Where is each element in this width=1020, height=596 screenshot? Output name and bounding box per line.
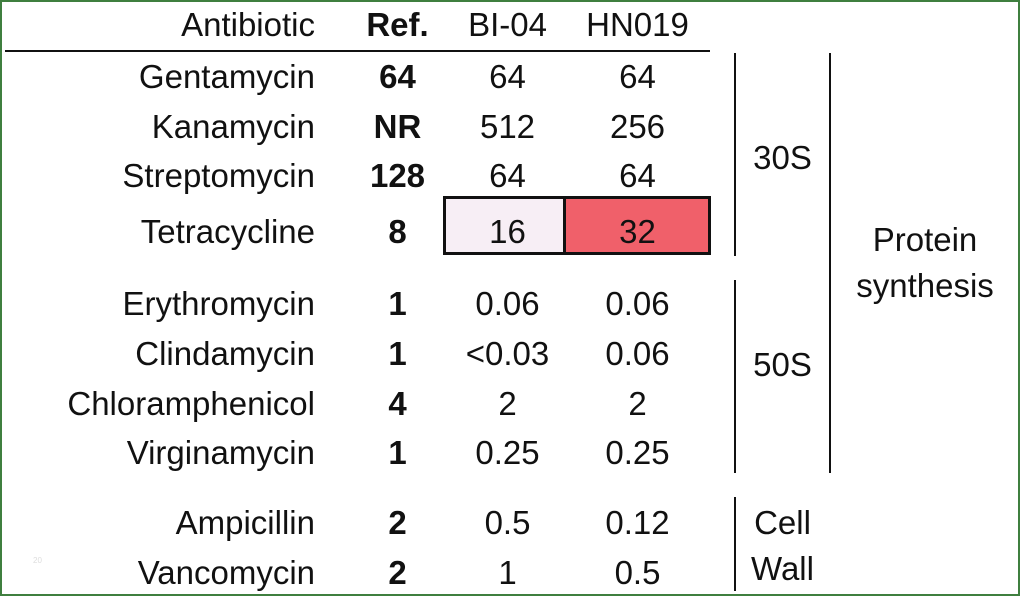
row-bi04-value: 64 (489, 157, 526, 194)
header-bi04: BI-04 (468, 6, 547, 43)
row-ref-value: 2 (388, 554, 407, 591)
group-label-protein: Protein (872, 221, 978, 258)
group-label-30s: 30S (753, 139, 812, 176)
row-ref-value: 2 (388, 504, 407, 541)
bracket-50s (734, 280, 736, 473)
row-antibiotic-name: Chloramphenicol (67, 385, 315, 422)
row-hn019-value: 0.5 (614, 554, 661, 591)
row-bi04-value: 2 (498, 385, 517, 422)
row-hn019-value: 256 (609, 108, 666, 145)
row-ref-value: 8 (388, 213, 407, 250)
row-ref-value: 64 (379, 58, 416, 95)
row-bi04-value: 16 (489, 213, 526, 250)
group-label-cell: Cell (754, 504, 811, 541)
row-antibiotic-name: Clindamycin (135, 335, 315, 372)
row-ref-value: 4 (388, 385, 407, 422)
header-divider (5, 50, 710, 52)
row-bi04-value: 512 (479, 108, 536, 145)
bracket-cell-wall (734, 497, 736, 591)
page-footmark: 20 (33, 556, 42, 565)
row-bi04-value: 0.06 (475, 285, 540, 322)
row-hn019-value: 0.12 (605, 504, 670, 541)
row-antibiotic-name: Virginamycin (126, 434, 315, 471)
row-ref-value: NR (373, 108, 422, 145)
group-label-50s: 50S (753, 346, 812, 383)
row-ref-value: 1 (388, 434, 407, 471)
row-antibiotic-name: Vancomycin (137, 554, 315, 591)
header-antibiotic: Antibiotic (181, 6, 315, 43)
row-antibiotic-name: Ampicillin (175, 504, 315, 541)
row-hn019-value: 0.06 (605, 335, 670, 372)
row-hn019-value: 0.06 (605, 285, 670, 322)
row-hn019-value: 2 (628, 385, 647, 422)
header-ref: Ref. (366, 6, 429, 43)
group-label-wall: Wall (751, 550, 814, 587)
row-antibiotic-name: Streptomycin (122, 157, 315, 194)
header-hn019: HN019 (586, 6, 689, 43)
row-bi04-value: 64 (489, 58, 526, 95)
row-bi04-value: <0.03 (465, 335, 550, 372)
row-hn019-value: 32 (619, 213, 656, 250)
row-ref-value: 128 (369, 157, 426, 194)
row-antibiotic-name: Gentamycin (138, 58, 315, 95)
row-antibiotic-name: Tetracycline (140, 213, 315, 250)
group-label-synthesis: synthesis (856, 267, 994, 304)
highlight-hn019-cell (563, 196, 711, 255)
row-antibiotic-name: Erythromycin (122, 285, 315, 322)
row-hn019-value: 0.25 (605, 434, 670, 471)
row-hn019-value: 64 (619, 58, 656, 95)
row-ref-value: 1 (388, 285, 407, 322)
row-bi04-value: 0.25 (475, 434, 540, 471)
highlight-bi04-cell (443, 196, 566, 255)
bracket-protein-synthesis (829, 53, 831, 473)
bracket-30s (734, 53, 736, 256)
row-bi04-value: 0.5 (484, 504, 531, 541)
row-antibiotic-name: Kanamycin (151, 108, 315, 145)
row-ref-value: 1 (388, 335, 407, 372)
row-bi04-value: 1 (498, 554, 517, 591)
row-hn019-value: 64 (619, 157, 656, 194)
